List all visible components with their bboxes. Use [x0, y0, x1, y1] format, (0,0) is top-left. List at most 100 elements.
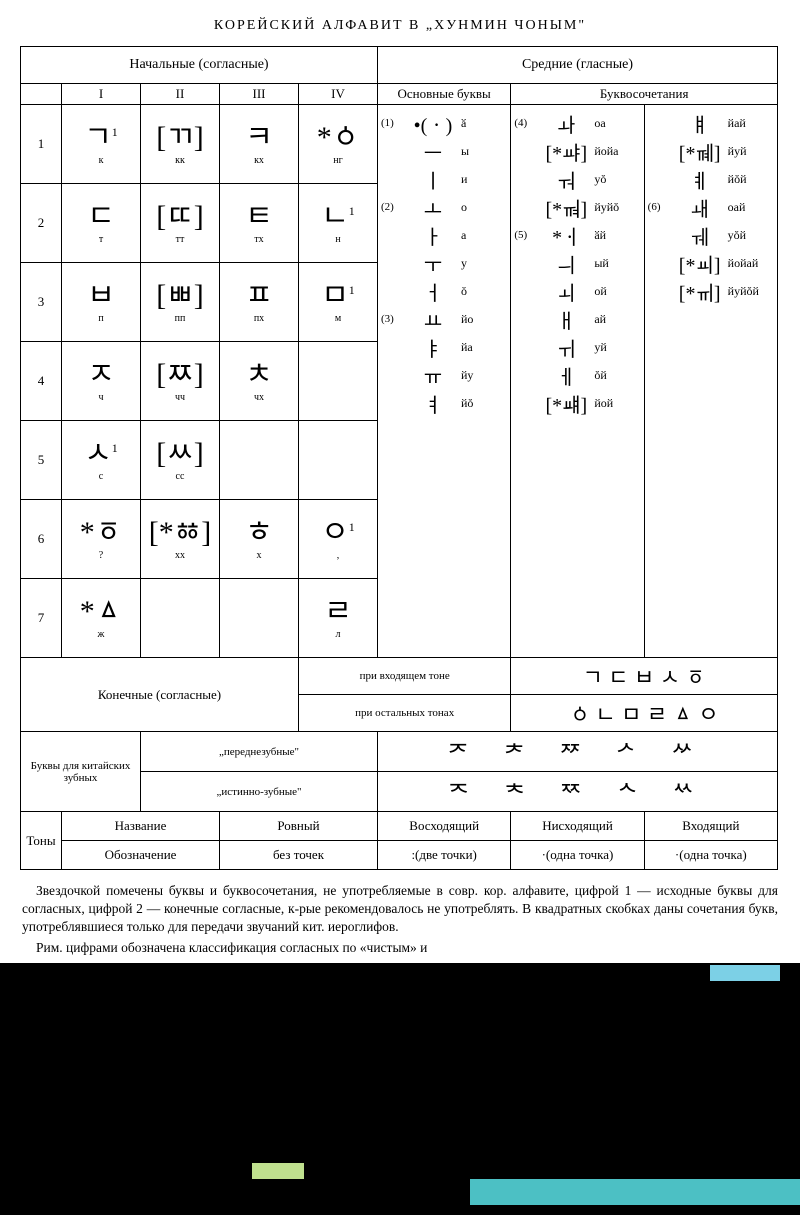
cons-glyph: ㄱ1: [66, 123, 136, 153]
cons-translit: чх: [224, 392, 294, 403]
cons-glyph: [ㄸ]: [145, 202, 215, 232]
row-label-6: 6: [21, 500, 62, 579]
cons-translit: х: [224, 550, 294, 561]
vowel-col-1: (1)•(ㆍ)ӑㅡыㅣи(2)ㅗоㅏаㅜуㅓŏ(3)ㅛйоㅑйаㅠйуㅕйŏ: [378, 105, 511, 658]
tone-rise: Восходящий: [378, 812, 511, 841]
cons-1-4: *ㆁ нг: [299, 105, 378, 184]
cons-7-2: [141, 579, 220, 658]
cons-translit: к: [66, 155, 136, 166]
vowel-col-2: (4)ㅘоа[*ㆇ]йойаㅝуŏ[*ㆊ]йуйŏ(5)*ㆎӑйㅢыйㅚойㅐа…: [511, 105, 644, 658]
cons-glyph: *ㆁ: [303, 123, 373, 153]
cons-translit: с: [66, 471, 136, 482]
header-basic: Основные буквы: [378, 84, 511, 105]
cons-glyph: [ㅃ]: [145, 281, 215, 311]
cons-translit: л: [303, 629, 373, 640]
cons-6-2: [*ㆅ] хх: [141, 500, 220, 579]
cons-col-III: III: [220, 84, 299, 105]
caption-p1: Звездочкой помечены буквы и буквосочетан…: [22, 882, 778, 937]
cons-glyph: [*ㆅ]: [145, 518, 215, 548]
cons-glyph: ㄴ1: [303, 202, 373, 232]
cons-translit: сс: [145, 471, 215, 482]
row-label-3: 3: [21, 263, 62, 342]
cons-translit: ?: [66, 550, 136, 561]
cons-translit: нг: [303, 155, 373, 166]
cons-1-3: ㅋ кх: [220, 105, 299, 184]
header-combos: Буквосочетания: [511, 84, 778, 105]
cons-glyph: ㅇ1: [303, 518, 373, 548]
cons-3-4: ㅁ1 м: [299, 263, 378, 342]
tone-one-dot-1: ·(одна точка): [511, 841, 644, 870]
tone-name-label: Название: [62, 812, 220, 841]
cons-glyph: ㅌ: [224, 202, 294, 232]
cons-glyph: ㄷ: [66, 202, 136, 232]
cons-7-3: [220, 579, 299, 658]
cons-glyph: ㅎ: [224, 518, 294, 548]
tone-no-dots: без точек: [220, 841, 378, 870]
cons-glyph: *ㅿ: [66, 597, 136, 627]
obscured-region: [0, 963, 800, 1215]
row-label-5: 5: [21, 421, 62, 500]
cons-7-4: ㄹл: [299, 579, 378, 658]
caption-p2: Рим. цифрами обозначена классификация со…: [22, 939, 778, 957]
tone-enter: Входящий: [644, 812, 777, 841]
cons-6-3: ㅎх: [220, 500, 299, 579]
cons-translit: п: [66, 313, 136, 324]
cons-6-4: ㅇ1,: [299, 500, 378, 579]
cons-4-1: ㅈч: [62, 342, 141, 421]
cons-translit: хх: [145, 550, 215, 561]
header-tones: Тоны: [21, 812, 62, 870]
cons-2-2: [ㄸ]тт: [141, 184, 220, 263]
cons-5-2: [ㅆ]сс: [141, 421, 220, 500]
tone-mark-label: Обозначение: [62, 841, 220, 870]
cons-translit: м: [303, 313, 373, 324]
cons-5-3: [220, 421, 299, 500]
tone-two-dots: :(две точки): [378, 841, 511, 870]
cons-glyph: ㅈ: [66, 360, 136, 390]
header-chinese-dental: Буквы для китайских зубных: [21, 732, 141, 812]
front-dental-glyphs: ᅎ ᅔ ᅏ ᄼ ᄽ: [447, 742, 707, 768]
true-dental-label: „истинно-зубные": [141, 772, 378, 812]
page-title: КОРЕЙСКИЙ АЛФАВИТ В „ХУНМИН ЧОНЫМ": [20, 18, 780, 34]
cons-3-2: [ㅃ]пп: [141, 263, 220, 342]
tone-one-dot-2: ·(одна точка): [644, 841, 777, 870]
cons-glyph: *ㆆ: [66, 518, 136, 548]
cons-translit: кх: [224, 155, 294, 166]
cons-glyph: ㅋ: [224, 123, 294, 153]
cons-translit: ,: [303, 550, 373, 561]
cons-4-3: ㅊ чх: [220, 342, 299, 421]
cons-glyph: [ㄲ]: [145, 123, 215, 153]
cons-translit: кк: [145, 155, 215, 166]
cons-glyph: ㄹ: [303, 597, 373, 627]
row-label-7: 7: [21, 579, 62, 658]
cons-6-1: *ㆆ?: [62, 500, 141, 579]
cons-5-1: ㅅ1 с: [62, 421, 141, 500]
cons-glyph: ㅍ: [224, 281, 294, 311]
cons-5-4: [299, 421, 378, 500]
cons-glyph: ㅊ: [224, 360, 294, 390]
cons-4-2: [ㅉ]чч: [141, 342, 220, 421]
true-dental-glyphs: ᅐ ᅕ ᅑ ᄾ ᄿ: [447, 782, 707, 808]
vowel-col-3: ㅒйай[*ㆋ]йуйㅖйŏй(6)ㅙоайㅞуŏй[*ㆉ]йойай[*ㆌ]й…: [644, 105, 777, 658]
cons-glyph: ㅁ1: [303, 281, 373, 311]
row-label-2: 2: [21, 184, 62, 263]
tone-fall: Нисходящий: [511, 812, 644, 841]
final-entering-label: при входящем тоне: [299, 658, 511, 695]
cons-2-4: ㄴ1н: [299, 184, 378, 263]
cons-translit: тх: [224, 234, 294, 245]
final-entering-glyphs: ㄱ ㄷ ㅂ ㅅ ㆆ: [583, 665, 706, 690]
cons-glyph: ㅂ: [66, 281, 136, 311]
cons-glyph: ㅅ1: [66, 439, 136, 469]
cons-col-IV: IV: [299, 84, 378, 105]
cons-1-2: [ㄲ] кк: [141, 105, 220, 184]
cons-translit: т: [66, 234, 136, 245]
front-dental-label: „переднезубные": [141, 732, 378, 772]
cons-col-I: I: [62, 84, 141, 105]
cons-3-3: ㅍпх: [220, 263, 299, 342]
cons-2-3: ㅌ тх: [220, 184, 299, 263]
final-other-glyphs: ㆁ ㄴ ㅁ ㄹ ㅿ ㅇ: [570, 702, 719, 727]
header-final: Конечные (согласные): [21, 658, 299, 732]
cons-col-II: II: [141, 84, 220, 105]
cons-glyph: [ㅉ]: [145, 360, 215, 390]
cons-4-4: [299, 342, 378, 421]
cons-2-1: ㄷт: [62, 184, 141, 263]
